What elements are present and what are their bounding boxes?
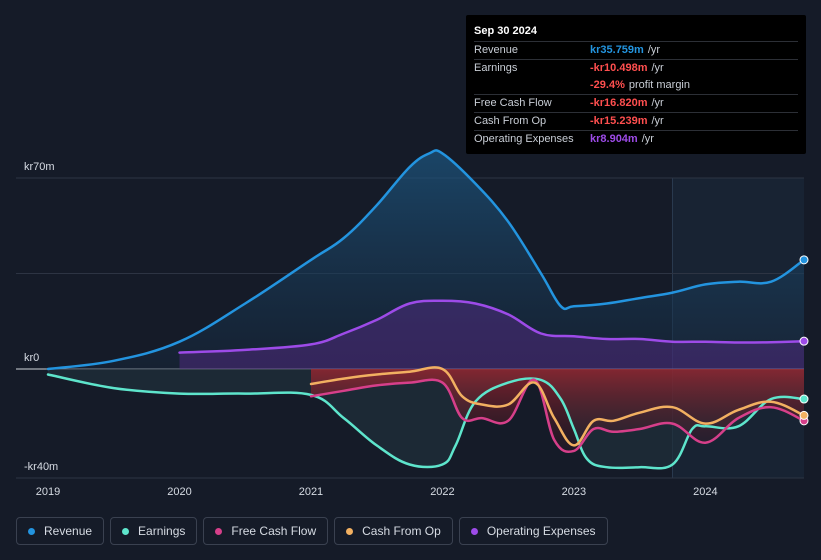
tooltip-row: Earnings -kr10.498m/yr <box>474 59 798 77</box>
earnings-line <box>46 373 806 470</box>
x-tick-label: 2021 <box>299 486 323 498</box>
tooltip-row-unit: /yr <box>641 133 654 145</box>
legend-label: Earnings <box>138 524 186 538</box>
x-tick-label: 2023 <box>562 486 586 498</box>
cash-from-op-endpoint <box>799 410 809 420</box>
tooltip-row-value: -kr10.498m <box>590 62 648 74</box>
legend-label: Operating Expenses <box>486 524 596 538</box>
tooltip-row-unit: /yr <box>651 62 664 74</box>
legend-item-earnings[interactable]: Earnings <box>110 517 198 545</box>
operating-expenses-line <box>178 299 806 354</box>
tooltip-row-value: kr35.759m <box>590 44 644 56</box>
free-cash-flow-line <box>309 378 806 454</box>
legend-item-revenue[interactable]: Revenue <box>16 517 105 545</box>
tooltip-row: Cash From Op -kr15.239m/yr <box>474 112 798 130</box>
revenue-area <box>48 150 804 369</box>
earnings-endpoint <box>799 394 809 404</box>
tooltip-row-unit: /yr <box>651 97 664 109</box>
tooltip-row-unit: /yr <box>651 115 664 127</box>
legend-label: Cash From Op <box>362 524 441 538</box>
tooltip-row: Free Cash Flow -kr16.820m/yr <box>474 94 798 112</box>
cash-from-op-line <box>309 366 806 447</box>
tooltip-row-value: -kr15.239m <box>590 115 648 127</box>
legend-label: Free Cash Flow <box>231 524 317 538</box>
tooltip-row-unit: /yr <box>647 44 661 56</box>
legend-item-free-cash-flow[interactable]: Free Cash Flow <box>203 517 329 545</box>
legend-item-operating-expenses[interactable]: Operating Expenses <box>458 517 608 545</box>
legend-dot-icon <box>215 527 223 535</box>
tooltip-row-label: Operating Expenses <box>474 133 574 145</box>
legend-dot-icon <box>470 527 478 535</box>
tooltip-row-label: Earnings <box>474 62 518 74</box>
chart-legend: Revenue Earnings Free Cash Flow Cash From O… <box>16 517 608 545</box>
x-tick-label: 2024 <box>693 486 717 498</box>
tooltip-row-unit: profit margin <box>628 79 690 91</box>
revenue-endpoint <box>799 255 809 265</box>
legend-label: Revenue <box>44 524 93 538</box>
legend-dot-icon <box>346 527 354 535</box>
tooltip-row: Operating Expenses kr8.904m/yr <box>474 130 798 148</box>
tooltip-row-label <box>474 77 590 94</box>
data-tooltip: Sep 30 2024 Revenue kr35.759m/yr Earnings -… <box>466 15 806 154</box>
legend-dot-icon <box>122 527 130 535</box>
x-tick-label: 2020 <box>167 486 191 498</box>
operating-expenses-area <box>179 300 804 369</box>
tooltip-row-label: Cash From Op <box>474 115 547 127</box>
y-axis-zero-label: kr0 <box>24 352 39 364</box>
tooltip-row: -29.4% profit margin <box>474 77 798 94</box>
operating-expenses-endpoint <box>799 336 809 346</box>
y-axis-bottom-label: -kr40m <box>24 461 58 473</box>
tooltip-row-label: Revenue <box>474 44 519 56</box>
x-tick-label: 2022 <box>430 486 454 498</box>
legend-dot-icon <box>28 527 35 535</box>
tooltip-row-value: -kr16.820m <box>590 97 648 109</box>
revenue-line <box>46 149 806 371</box>
tooltip-row-value: kr8.904m <box>590 133 638 145</box>
x-tick-label: 2019 <box>36 486 60 498</box>
tooltip-row-label: Free Cash Flow <box>474 97 552 109</box>
tooltip-row: Revenue kr35.759m/yr <box>474 41 798 59</box>
tooltip-date: Sep 30 2024 <box>474 25 537 37</box>
tooltip-row-value: -29.4% <box>590 79 625 91</box>
y-axis-top-label: kr70m <box>24 161 55 173</box>
legend-item-cash-from-op[interactable]: Cash From Op <box>334 517 453 545</box>
free-cash-flow-area <box>311 369 804 452</box>
